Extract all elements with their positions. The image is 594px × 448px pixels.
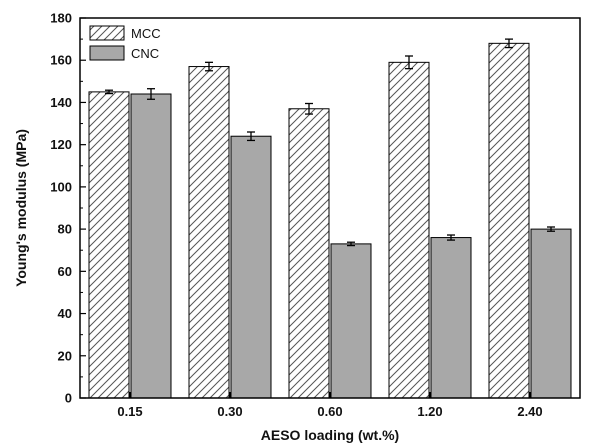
x-axis-title: AESO loading (wt.%) xyxy=(261,427,399,443)
bar-cnc xyxy=(130,93,172,399)
y-tick-label: 160 xyxy=(50,53,72,68)
y-tick-label: 180 xyxy=(50,11,72,26)
bar-cnc xyxy=(330,243,372,399)
x-tick-label: 0.30 xyxy=(217,404,242,419)
bar-mcc xyxy=(388,61,430,399)
bar-mcc xyxy=(288,108,330,399)
y-tick-label: 60 xyxy=(58,264,72,279)
error-bar-cnc xyxy=(347,241,355,247)
y-tick-label: 40 xyxy=(58,306,72,321)
y-axis-ticks: 0 20 40 60 80 100 120 140 160 180 xyxy=(50,11,86,406)
x-tick-label: 0.15 xyxy=(117,404,142,419)
bar-cnc xyxy=(430,237,472,399)
bar-mcc xyxy=(188,66,230,399)
legend-label-mcc: MCC xyxy=(131,26,161,41)
error-bars-group xyxy=(105,38,555,247)
error-bar-mcc xyxy=(505,38,513,49)
error-bar-mcc xyxy=(105,89,113,95)
y-tick-label: 120 xyxy=(50,137,72,152)
legend: MCC CNC xyxy=(89,25,161,61)
x-tick-label: 1.20 xyxy=(417,404,442,419)
error-bar-mcc xyxy=(305,102,313,115)
y-tick-label: 100 xyxy=(50,179,72,194)
y-axis-title: Young's modulus (MPa) xyxy=(13,129,29,287)
bar-cnc xyxy=(530,228,572,399)
legend-label-cnc: CNC xyxy=(131,46,159,61)
bars-group xyxy=(88,42,572,399)
error-bar-mcc xyxy=(405,55,413,70)
bar-mcc xyxy=(488,42,530,399)
bar-cnc xyxy=(230,135,272,399)
error-bar-cnc xyxy=(147,88,155,100)
y-tick-label: 140 xyxy=(50,95,72,110)
error-bar-mcc xyxy=(205,61,213,72)
legend-swatch-mcc xyxy=(89,25,125,41)
bar-mcc xyxy=(88,91,130,399)
x-tick-label: 0.60 xyxy=(317,404,342,419)
x-axis-ticks: 0.15 0.30 0.60 1.20 2.40 xyxy=(117,392,543,419)
error-bar-cnc xyxy=(447,234,455,241)
x-tick-label: 2.40 xyxy=(517,404,542,419)
y-tick-label: 0 xyxy=(65,391,72,406)
legend-swatch-cnc xyxy=(89,45,125,61)
error-bar-cnc xyxy=(547,226,555,232)
y-tick-label: 80 xyxy=(58,222,72,237)
y-tick-label: 20 xyxy=(58,348,72,363)
error-bar-cnc xyxy=(247,131,255,142)
